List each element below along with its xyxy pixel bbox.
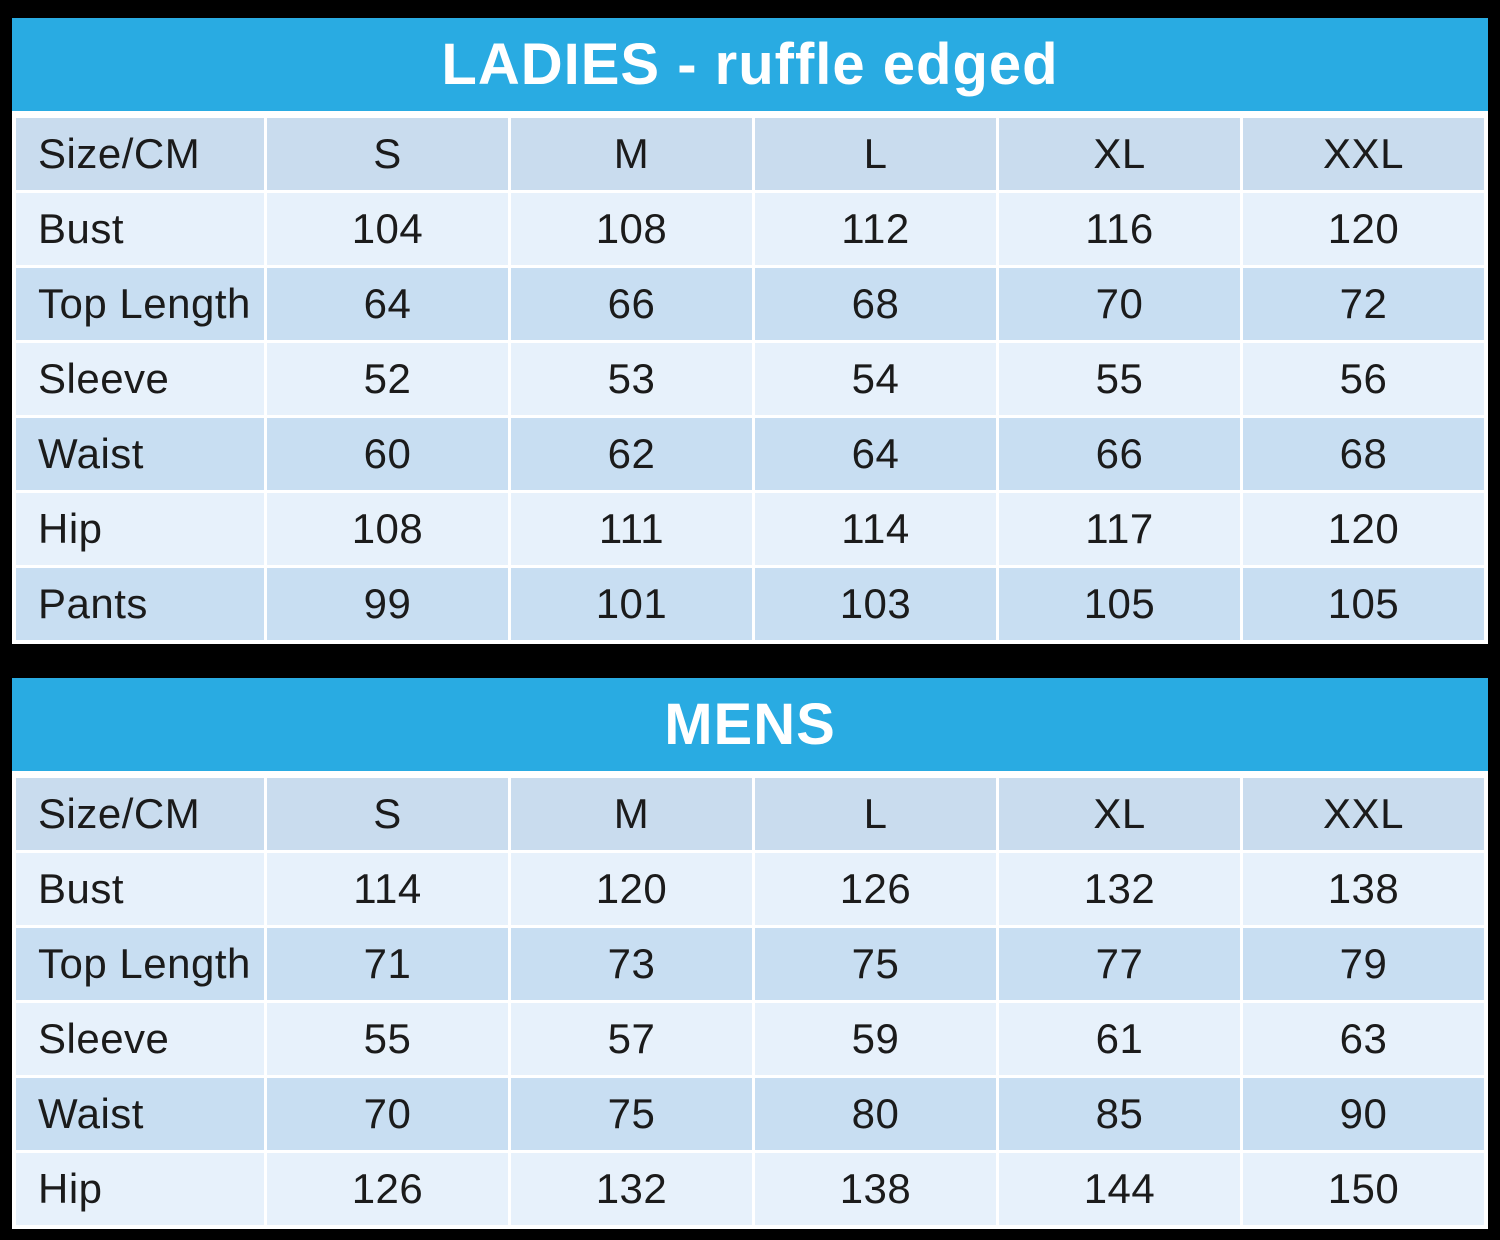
mens-title-bar: MENS [12,678,1488,771]
value-cell: 66 [999,418,1240,490]
value-cell: 90 [1243,1078,1484,1150]
value-cell: 99 [267,568,508,640]
value-cell: 150 [1243,1153,1484,1225]
header-cell: S [267,118,508,190]
value-cell: 80 [755,1078,996,1150]
value-cell: 52 [267,343,508,415]
value-cell: 114 [267,853,508,925]
row-label-cell: Sleeve [16,343,264,415]
value-cell: 72 [1243,268,1484,340]
value-cell: 75 [511,1078,752,1150]
header-cell: M [511,778,752,850]
value-cell: 126 [755,853,996,925]
value-cell: 138 [1243,853,1484,925]
value-cell: 63 [1243,1003,1484,1075]
value-cell: 105 [999,568,1240,640]
value-cell: 70 [267,1078,508,1150]
row-label-cell: Top Length [16,268,264,340]
header-label-cell: Size/CM [16,778,264,850]
value-cell: 55 [267,1003,508,1075]
header-cell: L [755,778,996,850]
mens-table-title: MENS [664,692,836,757]
header-label-cell: Size/CM [16,118,264,190]
value-cell: 54 [755,343,996,415]
row-label-cell: Waist [16,418,264,490]
value-cell: 126 [267,1153,508,1225]
value-cell: 64 [755,418,996,490]
row-label-cell: Top Length [16,928,264,1000]
header-cell: XXL [1243,778,1484,850]
value-cell: 101 [511,568,752,640]
value-cell: 144 [999,1153,1240,1225]
value-cell: 104 [267,193,508,265]
row-label-cell: Bust [16,193,264,265]
value-cell: 66 [511,268,752,340]
ladies-size-table: LADIES - ruffle edged Size/CM S M L XL XXL Bus… [12,18,1488,644]
row-label-cell: Sleeve [16,1003,264,1075]
value-cell: 56 [1243,343,1484,415]
header-cell: L [755,118,996,190]
value-cell: 71 [267,928,508,1000]
value-cell: 103 [755,568,996,640]
header-cell: S [267,778,508,850]
value-cell: 55 [999,343,1240,415]
value-cell: 68 [755,268,996,340]
value-cell: 75 [755,928,996,1000]
row-label-cell: Bust [16,853,264,925]
value-cell: 112 [755,193,996,265]
value-cell: 132 [511,1153,752,1225]
value-cell: 53 [511,343,752,415]
value-cell: 59 [755,1003,996,1075]
value-cell: 68 [1243,418,1484,490]
value-cell: 105 [1243,568,1484,640]
value-cell: 111 [511,493,752,565]
row-label-cell: Hip [16,493,264,565]
ladies-table-grid: Size/CM S M L XL XXL Bust 104 108 112 116 120 Top Le… [12,111,1488,644]
value-cell: 120 [1243,493,1484,565]
value-cell: 120 [1243,193,1484,265]
value-cell: 138 [755,1153,996,1225]
value-cell: 117 [999,493,1240,565]
value-cell: 132 [999,853,1240,925]
ladies-table-title: LADIES - ruffle edged [441,32,1059,97]
value-cell: 70 [999,268,1240,340]
value-cell: 73 [511,928,752,1000]
mens-size-table: MENS Size/CM S M L XL XXL Bust 114 120 126 132 138 T… [12,678,1488,1229]
row-label-cell: Waist [16,1078,264,1150]
value-cell: 108 [267,493,508,565]
value-cell: 120 [511,853,752,925]
header-cell: M [511,118,752,190]
header-cell: XL [999,118,1240,190]
value-cell: 77 [999,928,1240,1000]
value-cell: 60 [267,418,508,490]
header-cell: XL [999,778,1240,850]
row-label-cell: Pants [16,568,264,640]
header-cell: XXL [1243,118,1484,190]
ladies-title-bar: LADIES - ruffle edged [12,18,1488,111]
value-cell: 85 [999,1078,1240,1150]
value-cell: 57 [511,1003,752,1075]
value-cell: 108 [511,193,752,265]
value-cell: 79 [1243,928,1484,1000]
value-cell: 61 [999,1003,1240,1075]
mens-table-grid: Size/CM S M L XL XXL Bust 114 120 126 132 138 Top Le… [12,771,1488,1229]
value-cell: 114 [755,493,996,565]
value-cell: 62 [511,418,752,490]
row-label-cell: Hip [16,1153,264,1225]
value-cell: 64 [267,268,508,340]
value-cell: 116 [999,193,1240,265]
